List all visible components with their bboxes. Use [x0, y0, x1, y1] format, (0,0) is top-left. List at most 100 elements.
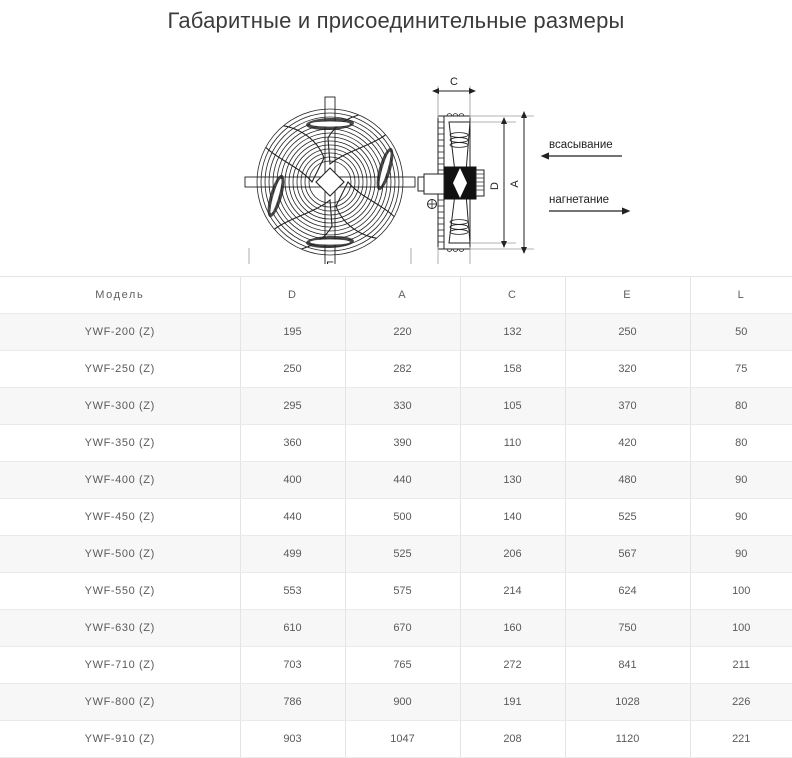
table-body: YWF-200 (Z) 195 220 132 250 50 YWF-250 (… [0, 313, 792, 758]
cell-e: 841 [565, 646, 691, 684]
dimension-diagram: E [0, 34, 792, 264]
housing-flange-bumps [446, 113, 465, 252]
cell-e: 1028 [565, 683, 691, 721]
dimension-l: L [437, 247, 471, 264]
cell-a: 765 [345, 646, 461, 684]
dimension-d: D [470, 117, 516, 248]
cell-c: 110 [460, 424, 566, 462]
cell-l: 75 [690, 350, 792, 388]
dimension-label-d: D [489, 182, 501, 190]
cell-c: 105 [460, 387, 566, 425]
dimension-diagram-svg: E [244, 76, 631, 264]
column-header-c: C [460, 276, 566, 314]
cell-l: 50 [690, 313, 792, 351]
table-row: YWF-450 (Z) 440 500 140 525 90 [0, 498, 792, 536]
cell-model: YWF-710 (Z) [0, 646, 241, 684]
table-row: YWF-400 (Z) 400 440 130 480 90 [0, 461, 792, 499]
cell-a: 575 [345, 572, 461, 610]
cell-model: YWF-400 (Z) [0, 461, 241, 499]
blade-tip-inner-marks [270, 121, 391, 245]
cell-a: 390 [345, 424, 461, 462]
cell-l: 90 [690, 535, 792, 573]
cell-e: 624 [565, 572, 691, 610]
dimension-label-l: L [451, 263, 457, 264]
airflow-callouts: всасывание нагнетание [540, 139, 631, 215]
dimension-e: E [248, 248, 412, 264]
discharge-label: нагнетание [549, 194, 609, 206]
table-header-row: Модель D A C E L [0, 276, 792, 314]
cell-l: 90 [690, 498, 792, 536]
fan-front-view: E [244, 96, 416, 264]
motor-housing [417, 166, 485, 209]
table-row: YWF-630 (Z) 610 670 160 750 100 [0, 609, 792, 647]
cell-model: YWF-800 (Z) [0, 683, 241, 721]
table-row: YWF-800 (Z) 786 900 191 1028 226 [0, 683, 792, 721]
table-row: YWF-500 (Z) 499 525 206 567 90 [0, 535, 792, 573]
fan-hub [315, 167, 345, 197]
page-title: Габаритные и присоединительные размеры [167, 8, 625, 33]
cell-c: 191 [460, 683, 566, 721]
column-header-model: Модель [0, 276, 241, 314]
table-row: YWF-350 (Z) 360 390 110 420 80 [0, 424, 792, 462]
cell-a: 282 [345, 350, 461, 388]
suction-label: всасывание [549, 139, 613, 151]
cell-a: 525 [345, 535, 461, 573]
cell-d: 295 [240, 387, 346, 425]
cell-d: 553 [240, 572, 346, 610]
cell-d: 703 [240, 646, 346, 684]
cell-l: 80 [690, 424, 792, 462]
cell-model: YWF-200 (Z) [0, 313, 241, 351]
cell-e: 750 [565, 609, 691, 647]
table-header: Модель D A C E L [0, 276, 792, 314]
cell-d: 360 [240, 424, 346, 462]
cell-d: 610 [240, 609, 346, 647]
cell-e: 420 [565, 424, 691, 462]
cell-a: 500 [345, 498, 461, 536]
dimensions-table: Модель D A C E L YWF-200 (Z) 195 220 132… [0, 276, 792, 758]
cell-c: 132 [460, 313, 566, 351]
suction-callout: всасывание [540, 139, 622, 160]
cell-d: 195 [240, 313, 346, 351]
cell-l: 100 [690, 609, 792, 647]
cell-model: YWF-300 (Z) [0, 387, 241, 425]
dimension-label-e: E [326, 259, 334, 264]
cell-l: 80 [690, 387, 792, 425]
cell-c: 160 [460, 609, 566, 647]
cell-model: YWF-350 (Z) [0, 424, 241, 462]
table-row: YWF-710 (Z) 703 765 272 841 211 [0, 646, 792, 684]
cell-c: 206 [460, 535, 566, 573]
cell-model: YWF-500 (Z) [0, 535, 241, 573]
cell-l: 211 [690, 646, 792, 684]
cell-model: YWF-630 (Z) [0, 609, 241, 647]
cell-e: 480 [565, 461, 691, 499]
cell-l: 90 [690, 461, 792, 499]
cell-d: 250 [240, 350, 346, 388]
column-header-a: A [345, 276, 461, 314]
discharge-callout: нагнетание [549, 194, 631, 215]
fan-side-view: C L D [417, 76, 534, 264]
cell-l: 100 [690, 572, 792, 610]
table-row: YWF-550 (Z) 553 575 214 624 100 [0, 572, 792, 610]
cell-d: 499 [240, 535, 346, 573]
table-row: YWF-200 (Z) 195 220 132 250 50 [0, 313, 792, 351]
cell-c: 130 [460, 461, 566, 499]
cell-a: 900 [345, 683, 461, 721]
cell-e: 525 [565, 498, 691, 536]
dimension-label-c: C [450, 76, 458, 88]
column-header-l: L [690, 276, 792, 314]
cell-l: 226 [690, 683, 792, 721]
cell-a: 670 [345, 609, 461, 647]
cell-model: YWF-550 (Z) [0, 572, 241, 610]
cell-d: 786 [240, 683, 346, 721]
table-row: YWF-300 (Z) 295 330 105 370 80 [0, 387, 792, 425]
cell-e: 320 [565, 350, 691, 388]
cell-c: 214 [460, 572, 566, 610]
cell-e: 250 [565, 313, 691, 351]
cell-model: YWF-250 (Z) [0, 350, 241, 388]
dimension-c: C [432, 76, 476, 118]
cell-a: 440 [345, 461, 461, 499]
dimension-label-a: A [509, 180, 521, 188]
table-row: YWF-250 (Z) 250 282 158 320 75 [0, 350, 792, 388]
cell-a: 330 [345, 387, 461, 425]
